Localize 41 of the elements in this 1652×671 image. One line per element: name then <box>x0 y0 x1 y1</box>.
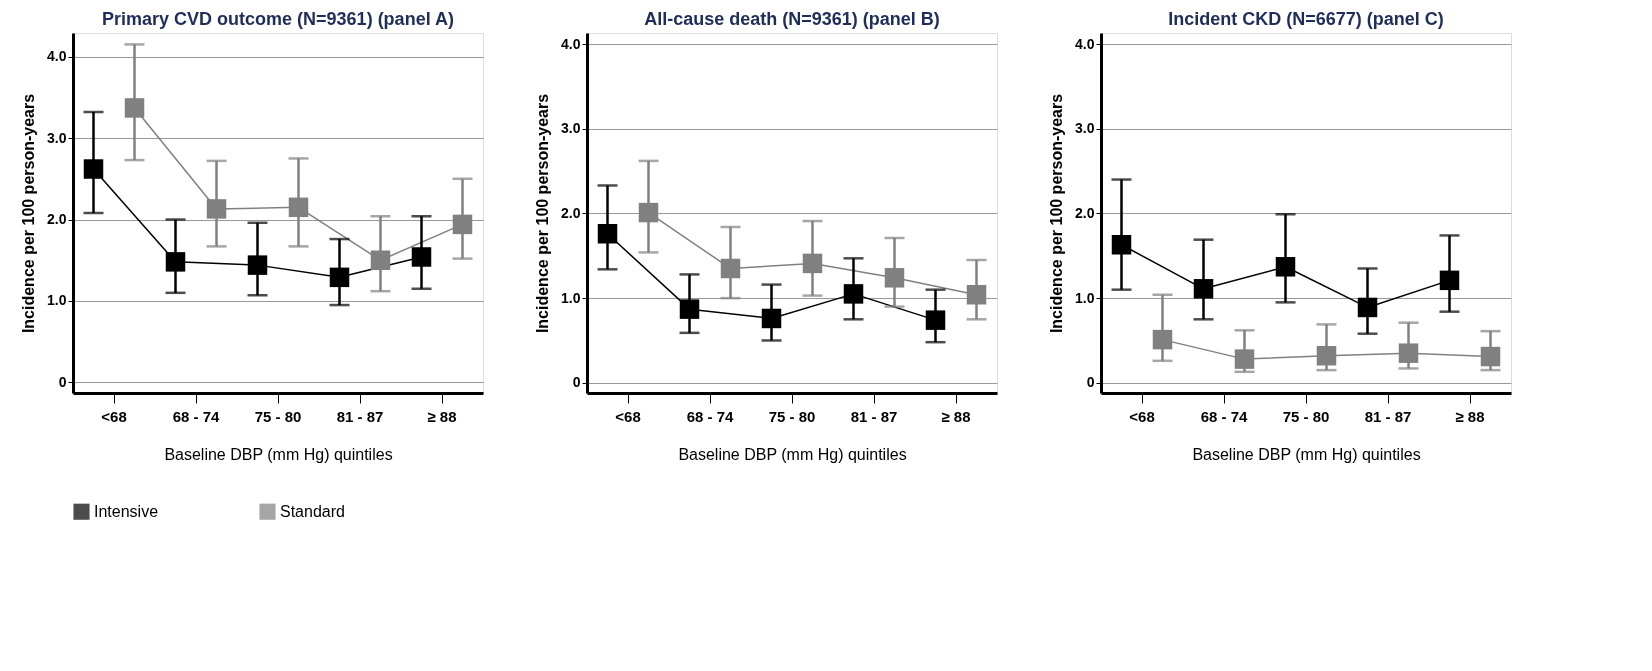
x-tick-label: 75 - 80 <box>254 407 302 425</box>
y-tick-label: 2.0 <box>1075 204 1095 221</box>
x-tick-label: <68 <box>615 407 641 425</box>
legend-label: Standard <box>280 502 345 520</box>
y-tick-label: 3.0 <box>1075 120 1095 137</box>
legend-label: Intensive <box>94 502 159 520</box>
x-tick-label: 75 - 80 <box>1282 407 1330 425</box>
y-tick-label: 4.0 <box>561 35 581 52</box>
x-axis-title: Baseline DBP (mm Hg) quintiles <box>1192 445 1421 463</box>
x-tick-label: ≥ 88 <box>1455 407 1485 425</box>
x-tick-label: 81 - 87 <box>1364 407 1412 425</box>
chart-title: Primary CVD outcome (N=9361) (panel A) <box>102 9 454 29</box>
y-tick-label: 0 <box>1086 374 1095 391</box>
x-axis-title: Baseline DBP (mm Hg) quintiles <box>164 445 393 463</box>
y-tick-label: 2.0 <box>561 204 581 221</box>
x-tick-label: <68 <box>101 407 127 425</box>
x-tick-label: 68 - 74 <box>172 407 221 425</box>
x-tick-label: 68 - 74 <box>1200 407 1249 425</box>
y-tick-label: 1.0 <box>1075 289 1095 306</box>
x-tick-label: 75 - 80 <box>768 407 816 425</box>
y-tick-label: 3.0 <box>47 129 67 146</box>
y-axis-title: Incidence per 100 person-years <box>1048 93 1066 334</box>
x-tick-label: ≥ 88 <box>941 407 971 425</box>
x-tick-label: 81 - 87 <box>850 407 898 425</box>
x-tick-label: 68 - 74 <box>686 407 735 425</box>
y-tick-label: 1.0 <box>561 289 581 306</box>
y-tick-label: 4.0 <box>47 48 67 65</box>
y-axis-title: Incidence per 100 person-years <box>20 93 38 334</box>
x-tick-label: ≥ 88 <box>427 407 457 425</box>
chart-title: Incident CKD (N=6677) (panel C) <box>1168 9 1444 29</box>
x-tick-label: <68 <box>1129 407 1155 425</box>
y-tick-label: 4.0 <box>1075 35 1095 52</box>
y-tick-label: 0 <box>572 374 581 391</box>
chart-title: All-cause death (N=9361) (panel B) <box>644 9 940 29</box>
x-axis-title: Baseline DBP (mm Hg) quintiles <box>678 445 907 463</box>
y-axis-title: Incidence per 100 person-years <box>534 93 552 334</box>
y-tick-label: 2.0 <box>47 211 67 228</box>
y-tick-label: 0 <box>58 373 67 390</box>
y-tick-label: 3.0 <box>561 120 581 137</box>
x-tick-label: 81 - 87 <box>336 407 384 425</box>
y-tick-label: 1.0 <box>47 292 67 309</box>
